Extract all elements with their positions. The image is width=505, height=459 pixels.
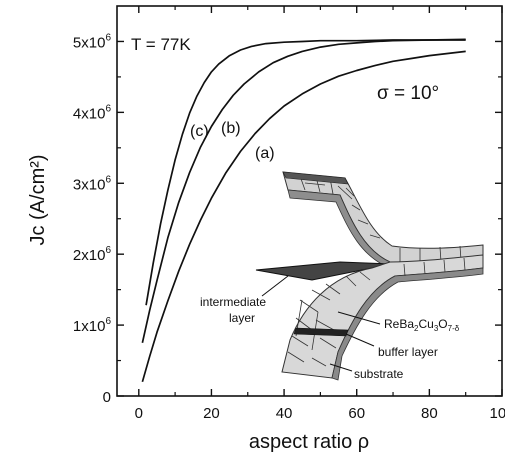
y-tick-label: 4x106 xyxy=(73,103,112,122)
y-tick-label: 2x106 xyxy=(73,245,112,264)
inset-label-rebco: ReBa2Cu3O7-δ xyxy=(384,317,460,333)
plot-frame xyxy=(116,5,503,397)
sigma-annotation: σ = 10° xyxy=(377,83,439,104)
inset-label-substrate: substrate xyxy=(354,367,404,381)
inset-label-intermediate: intermediate xyxy=(200,295,266,309)
layer-structure-inset: intermediate layer ReBa2Cu3O7-δ buffer l… xyxy=(200,171,484,381)
y-tick-label: 3x106 xyxy=(73,174,112,193)
inset-buffer-band xyxy=(293,327,349,337)
x-axis: 0 20 40 60 80 100 xyxy=(135,6,505,422)
series-label-a: (a) xyxy=(255,145,275,162)
x-axis-title: aspect ratio ρ xyxy=(249,431,369,453)
x-tick-label: 100 xyxy=(489,405,505,422)
series-line-2 xyxy=(141,50,466,383)
inset-top-surface xyxy=(282,171,349,185)
leader-intermediate xyxy=(261,275,289,297)
leader-buffer xyxy=(345,333,375,347)
temperature-annotation: T = 77K xyxy=(131,35,191,54)
y-tick-label: 0 xyxy=(103,389,111,406)
series-group xyxy=(141,38,466,383)
inset-top-grains xyxy=(299,175,462,263)
x-tick-label: 60 xyxy=(348,405,365,422)
inset-label-layer: layer xyxy=(229,311,255,325)
series-label-b: (b) xyxy=(221,120,241,137)
series-line-1 xyxy=(141,38,466,343)
leader-rebco xyxy=(337,311,381,325)
x-tick-label: 0 xyxy=(135,405,143,422)
series-label-c: (c) xyxy=(190,123,209,140)
inset-top-edge xyxy=(287,189,391,269)
inset-top-tape xyxy=(282,171,484,264)
inset-label-buffer: buffer layer xyxy=(378,345,438,359)
x-tick-label: 40 xyxy=(276,405,293,422)
x-tick-label: 20 xyxy=(203,405,220,422)
x-tick-label: 80 xyxy=(421,405,438,422)
inset-bottom-grains xyxy=(287,257,466,367)
leader-substrate xyxy=(329,363,353,372)
y-axis: 0 1x106 2x106 3x106 4x106 5x106 xyxy=(73,32,502,406)
y-tick-label: 5x106 xyxy=(73,32,112,51)
y-axis-title: Jc (A/cm²) xyxy=(27,154,49,245)
y-tick-label: 1x106 xyxy=(73,316,112,335)
series-line-0 xyxy=(145,39,466,306)
